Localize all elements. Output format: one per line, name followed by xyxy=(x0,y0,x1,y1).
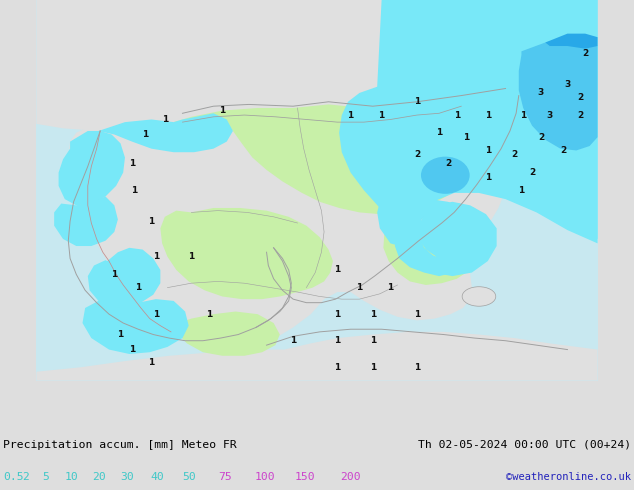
Text: 1: 1 xyxy=(111,270,117,279)
Text: 1: 1 xyxy=(414,98,420,106)
Text: 1: 1 xyxy=(131,186,137,195)
Text: 1: 1 xyxy=(153,252,159,261)
Polygon shape xyxy=(36,332,598,381)
Text: 1: 1 xyxy=(219,106,226,115)
Polygon shape xyxy=(519,37,598,150)
Polygon shape xyxy=(58,131,125,205)
Text: Th 02-05-2024 00:00 UTC (00+24): Th 02-05-2024 00:00 UTC (00+24) xyxy=(418,440,631,450)
Text: 2: 2 xyxy=(22,472,29,482)
Text: 1: 1 xyxy=(334,363,340,372)
Text: 1: 1 xyxy=(484,172,491,181)
Text: 0.5: 0.5 xyxy=(3,472,23,482)
Text: 1: 1 xyxy=(148,358,155,368)
Text: 1: 1 xyxy=(414,363,420,372)
Text: 1: 1 xyxy=(347,111,354,120)
Polygon shape xyxy=(174,93,505,214)
Text: 100: 100 xyxy=(255,472,276,482)
Text: 1: 1 xyxy=(148,217,155,226)
Text: 1: 1 xyxy=(117,330,124,339)
Text: 1: 1 xyxy=(290,336,296,345)
Text: 1: 1 xyxy=(129,345,135,354)
Text: 5: 5 xyxy=(42,472,49,482)
Text: 20: 20 xyxy=(92,472,106,482)
Text: 1: 1 xyxy=(370,363,376,372)
Ellipse shape xyxy=(421,157,470,194)
Polygon shape xyxy=(545,34,598,49)
Text: 2: 2 xyxy=(538,133,544,142)
Text: Precipitation accum. [mm] Meteo FR: Precipitation accum. [mm] Meteo FR xyxy=(3,440,236,450)
Text: 2: 2 xyxy=(578,111,584,120)
Text: 50: 50 xyxy=(182,472,196,482)
Text: 1: 1 xyxy=(370,310,376,318)
Text: 1: 1 xyxy=(484,111,491,120)
Text: ©weatheronline.co.uk: ©weatheronline.co.uk xyxy=(506,472,631,482)
Polygon shape xyxy=(87,248,160,308)
Text: 2: 2 xyxy=(582,49,588,58)
Text: 30: 30 xyxy=(120,472,134,482)
Text: 150: 150 xyxy=(295,472,316,482)
Polygon shape xyxy=(439,87,519,157)
Polygon shape xyxy=(54,196,118,246)
Text: 1: 1 xyxy=(188,252,195,261)
Text: 1: 1 xyxy=(519,186,524,195)
Polygon shape xyxy=(342,0,598,276)
Text: 2: 2 xyxy=(578,93,584,102)
Text: 1: 1 xyxy=(370,336,376,345)
Text: 1: 1 xyxy=(142,130,148,139)
Text: 1: 1 xyxy=(463,133,469,142)
Text: 1: 1 xyxy=(436,128,443,137)
Text: 1: 1 xyxy=(414,310,420,318)
Text: 2: 2 xyxy=(560,146,566,155)
Text: 1: 1 xyxy=(520,111,526,120)
Text: 3: 3 xyxy=(547,111,553,120)
Text: 3: 3 xyxy=(538,88,544,98)
Polygon shape xyxy=(82,299,189,354)
Text: 1: 1 xyxy=(484,146,491,155)
Text: 200: 200 xyxy=(340,472,361,482)
Polygon shape xyxy=(68,89,521,349)
Text: 1: 1 xyxy=(454,111,460,120)
Text: 10: 10 xyxy=(65,472,79,482)
Text: 1: 1 xyxy=(206,310,212,318)
Polygon shape xyxy=(171,312,280,356)
Text: 1: 1 xyxy=(356,283,363,292)
Polygon shape xyxy=(384,211,483,285)
Bar xyxy=(36,0,598,381)
Text: 2: 2 xyxy=(414,150,420,159)
Text: 3: 3 xyxy=(564,79,571,89)
Polygon shape xyxy=(98,113,233,152)
Polygon shape xyxy=(36,0,598,131)
Text: 2: 2 xyxy=(445,159,451,168)
Ellipse shape xyxy=(462,287,496,306)
Text: 1: 1 xyxy=(334,266,340,274)
Text: 40: 40 xyxy=(150,472,164,482)
Text: 2: 2 xyxy=(529,168,535,177)
Text: 1: 1 xyxy=(135,283,141,292)
Text: 1: 1 xyxy=(334,310,340,318)
Text: 1: 1 xyxy=(153,310,159,318)
Text: 75: 75 xyxy=(218,472,232,482)
Polygon shape xyxy=(160,208,333,299)
Text: 2: 2 xyxy=(511,150,517,159)
Text: 1: 1 xyxy=(334,336,340,345)
Text: 1: 1 xyxy=(387,283,394,292)
Text: 1: 1 xyxy=(129,159,135,168)
Text: 1: 1 xyxy=(162,115,168,124)
Polygon shape xyxy=(339,0,598,276)
Text: 1: 1 xyxy=(378,111,385,120)
